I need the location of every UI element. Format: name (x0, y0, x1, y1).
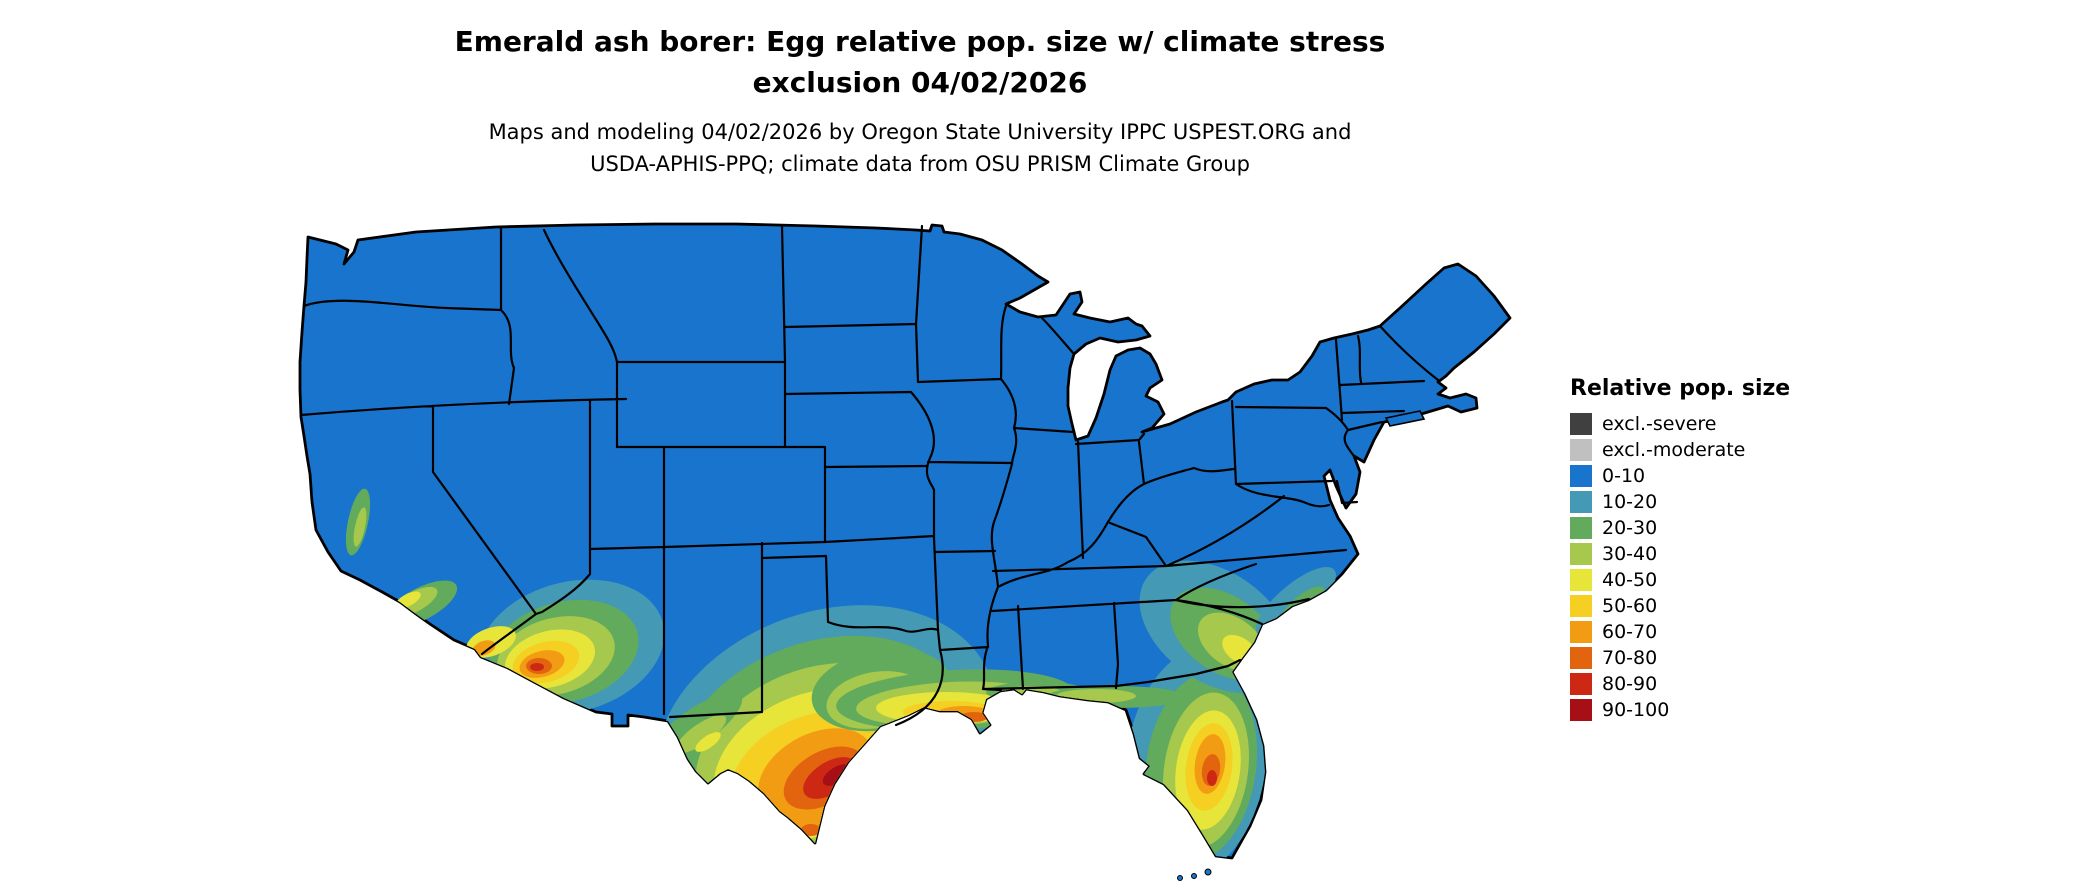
legend-label: 50-60 (1602, 595, 1658, 617)
legend-swatch-50-60 (1570, 595, 1592, 617)
legend-items: excl.-severe excl.-moderate 0-10 10-20 20-30… (1570, 411, 1790, 723)
legend-label: excl.-severe (1602, 413, 1717, 435)
legend-swatch-60-70 (1570, 621, 1592, 643)
legend-row: excl.-severe (1570, 411, 1790, 437)
page-title: Emerald ash borer: Egg relative pop. siz… (0, 22, 1840, 103)
legend-swatch-0-10 (1570, 465, 1592, 487)
title-line-1: Emerald ash borer: Egg relative pop. siz… (454, 25, 1386, 58)
legend-swatch-70-80 (1570, 647, 1592, 669)
title-line-2: exclusion 04/02/2026 (752, 65, 1088, 99)
legend-label: 10-20 (1602, 491, 1658, 513)
subtitle-line-1: Maps and modeling 04/02/2026 by Oregon S… (488, 120, 1352, 145)
legend-swatch-excl.-moderate (1570, 439, 1592, 461)
legend-label: 40-50 (1602, 569, 1658, 591)
state-borders (299, 224, 1440, 727)
legend-row: excl.-moderate (1570, 437, 1790, 463)
legend-swatch-80-90 (1570, 673, 1592, 695)
legend-row: 80-90 (1570, 671, 1790, 697)
legend-row: 30-40 (1570, 541, 1790, 567)
legend: Relative pop. size excl.-severe excl.-mod… (1570, 376, 1790, 723)
legend-row: 40-50 (1570, 567, 1790, 593)
legend-label: 80-90 (1602, 673, 1658, 695)
legend-row: 50-60 (1570, 593, 1790, 619)
legend-swatch-40-50 (1570, 569, 1592, 591)
legend-row: 0-10 (1570, 463, 1790, 489)
us-map (298, 222, 1512, 881)
legend-swatch-90-100 (1570, 699, 1592, 721)
legend-row: 90-100 (1570, 697, 1790, 723)
subtitle-line-2: USDA-APHIS-PPQ; climate data from OSU PR… (590, 151, 1250, 176)
legend-row: 60-70 (1570, 619, 1790, 645)
legend-swatch-10-20 (1570, 491, 1592, 513)
legend-label: excl.-moderate (1602, 439, 1746, 461)
long-island (1384, 410, 1426, 427)
attribution-subtitle: Maps and modeling 04/02/2026 by Oregon S… (0, 117, 1840, 180)
legend-swatch-30-40 (1570, 543, 1592, 565)
nation-shape (298, 222, 1512, 860)
legend-title: Relative pop. size (1570, 376, 1791, 401)
florida-keys (1177, 868, 1212, 881)
legend-row: 10-20 (1570, 489, 1790, 515)
legend-row: 20-30 (1570, 515, 1790, 541)
legend-label: 30-40 (1602, 543, 1658, 565)
legend-swatch-excl.-severe (1570, 413, 1592, 435)
legend-swatch-20-30 (1570, 517, 1592, 539)
legend-label: 70-80 (1602, 647, 1658, 669)
figure-header: Emerald ash borer: Egg relative pop. siz… (0, 22, 1840, 180)
legend-label: 60-70 (1602, 621, 1658, 643)
legend-label: 20-30 (1602, 517, 1658, 539)
legend-label: 0-10 (1602, 465, 1646, 487)
legend-row: 70-80 (1570, 645, 1790, 671)
legend-label: 90-100 (1602, 699, 1670, 721)
